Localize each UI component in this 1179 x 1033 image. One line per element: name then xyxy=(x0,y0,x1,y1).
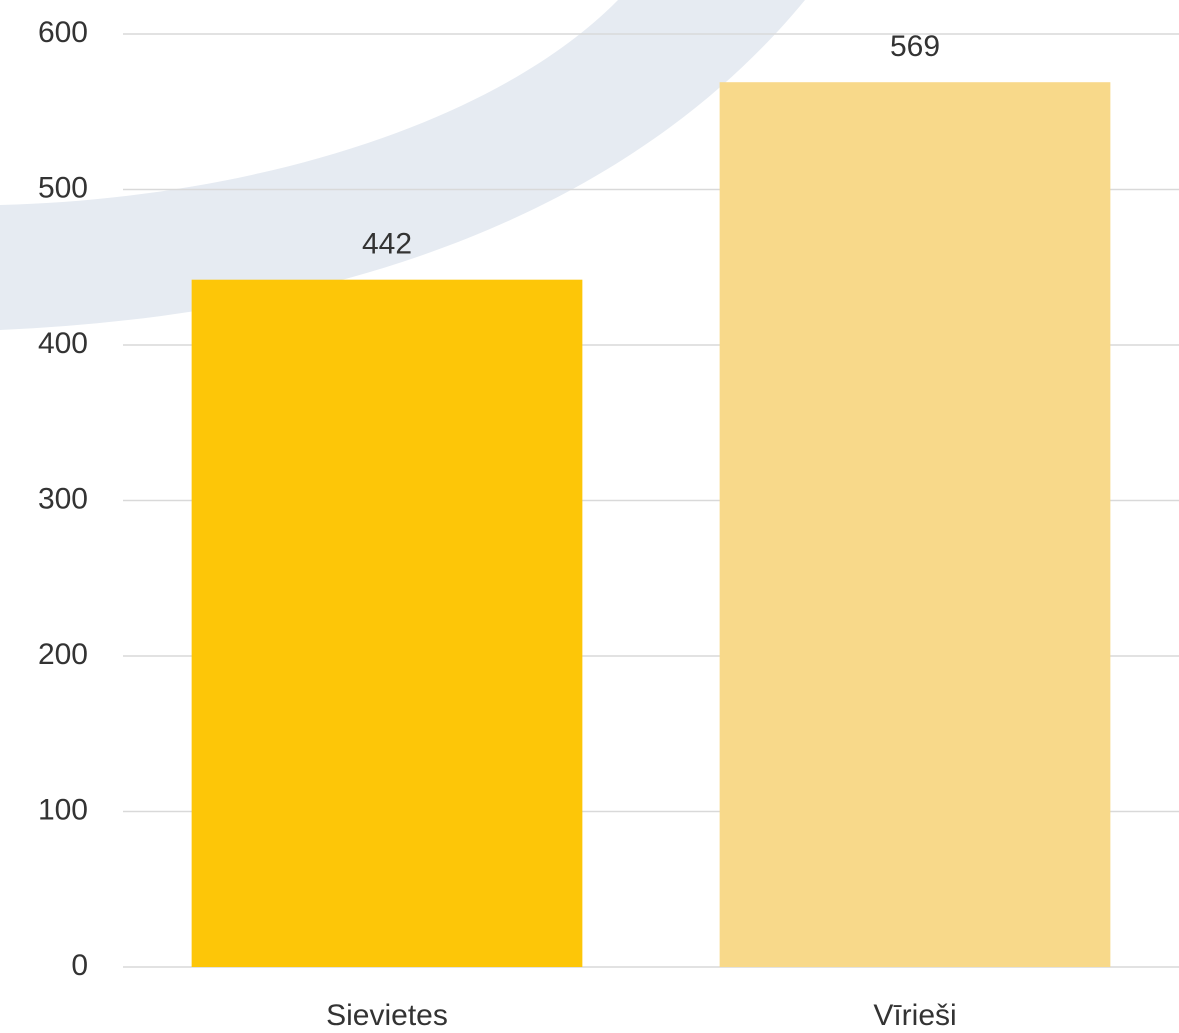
data-label: 442 xyxy=(362,228,412,261)
x-tick-label: Vīrieši xyxy=(873,999,956,1032)
y-tick-label: 600 xyxy=(38,16,88,49)
data-label: 569 xyxy=(890,30,940,63)
y-tick-label: 400 xyxy=(38,327,88,360)
y-tick-label: 0 xyxy=(71,949,88,982)
y-tick-label: 200 xyxy=(38,638,88,671)
background-arc xyxy=(0,0,805,330)
bar xyxy=(191,279,583,967)
y-tick-label: 100 xyxy=(38,793,88,826)
y-tick-label: 300 xyxy=(38,482,88,515)
bar xyxy=(719,82,1111,967)
y-tick-label: 500 xyxy=(38,171,88,204)
x-tick-label: Sievietes xyxy=(326,999,448,1032)
